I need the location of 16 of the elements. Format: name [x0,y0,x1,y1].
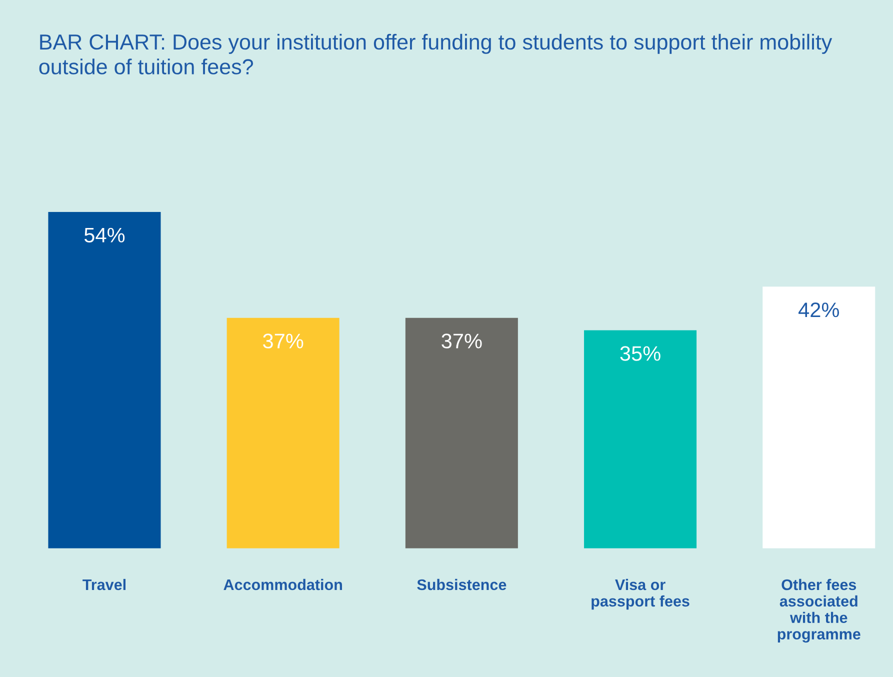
x-tick-label: Other fees associated with the programme [778,578,860,643]
x-tick-label: Visa or passport fees [592,578,690,610]
x-tick-label: Travel [82,578,126,590]
data-label: 42% [798,302,839,318]
x-tick-label: Accommodation [224,578,342,590]
data-label: 54% [84,228,125,242]
data-label: 37% [263,334,304,348]
chart-title: BAR CHART: Does your institution offer funding to students to support their mobility outside of tuition fees? [39,34,832,74]
bar [584,330,697,548]
x-tick-label: Subsistence [417,578,506,590]
data-label: 35% [620,346,660,361]
bar [48,212,161,548]
data-label: 37% [442,334,482,348]
bar [226,318,340,548]
bar [762,286,876,548]
bar [405,318,518,548]
